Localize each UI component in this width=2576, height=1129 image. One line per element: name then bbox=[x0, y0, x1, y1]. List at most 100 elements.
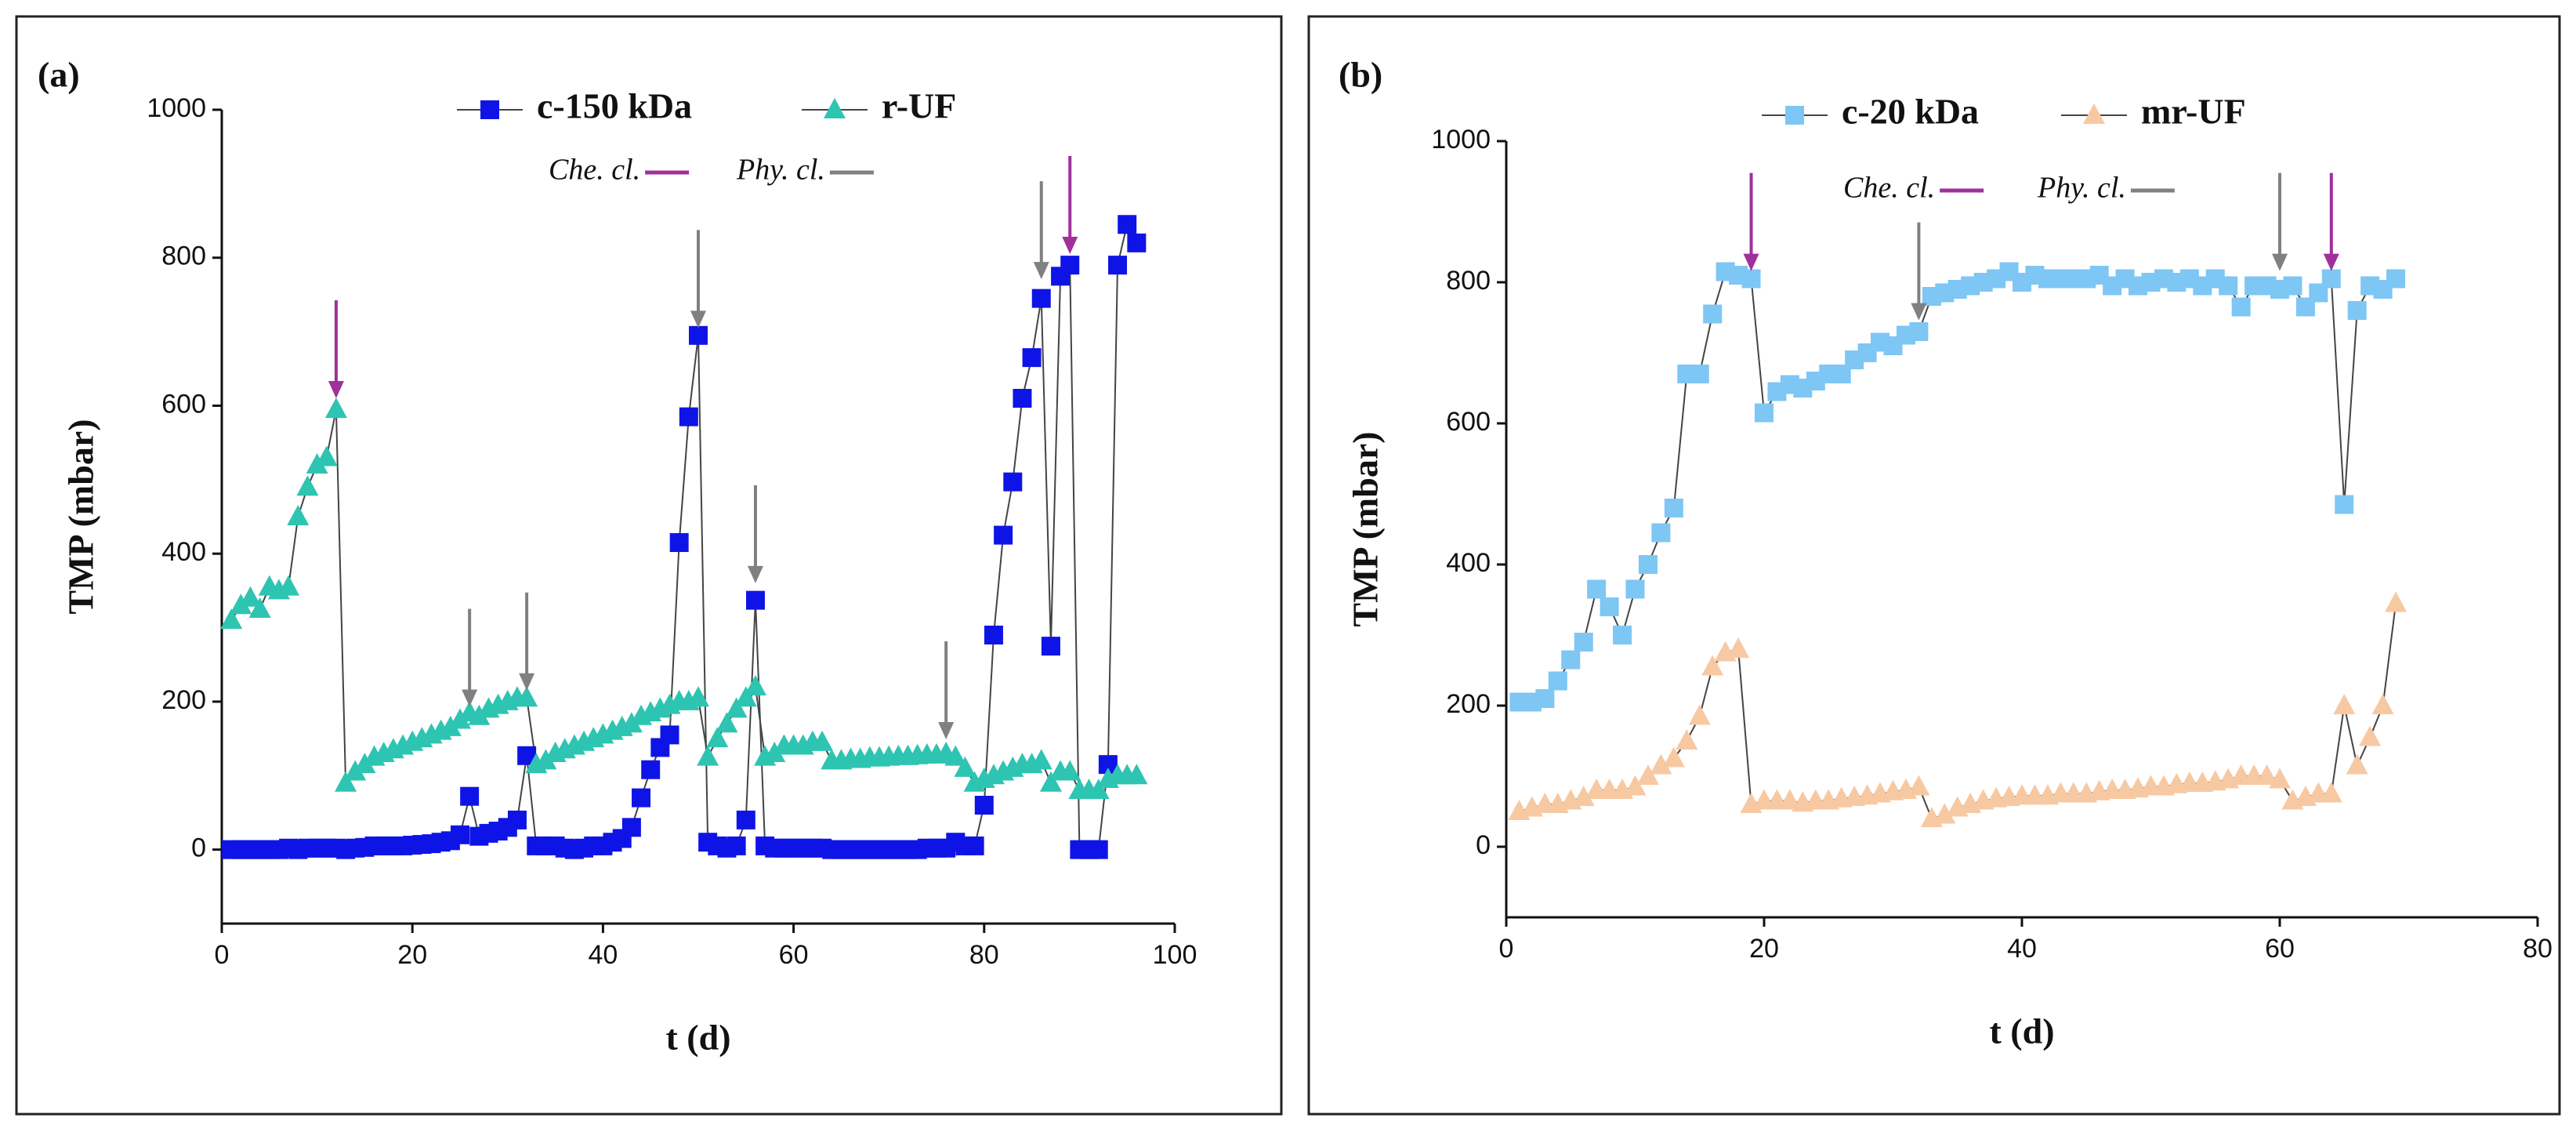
arrow-head bbox=[519, 673, 535, 691]
marker bbox=[2333, 694, 2356, 714]
marker bbox=[1933, 803, 1956, 824]
marker bbox=[689, 325, 708, 345]
cleaning-arrow bbox=[1911, 222, 1927, 321]
series-line bbox=[230, 408, 1137, 792]
arrow-head bbox=[328, 381, 344, 399]
marker bbox=[1785, 106, 1804, 125]
marker bbox=[1059, 760, 1081, 781]
marker bbox=[706, 727, 729, 748]
marker bbox=[1741, 269, 1761, 289]
panel: (b) 0 200 400 600 800 1000 0 20 40 60 80 t (d) TMP (m… bbox=[1307, 15, 2561, 1116]
marker bbox=[660, 725, 679, 745]
legend-label: mr-UF bbox=[2141, 92, 2246, 132]
annotation-label: Che. cl. bbox=[1843, 172, 1935, 205]
cleaning-arrow bbox=[2272, 172, 2288, 271]
marker bbox=[1600, 597, 1619, 616]
marker bbox=[620, 712, 643, 733]
marker bbox=[248, 597, 271, 618]
marker bbox=[1127, 233, 1147, 252]
marker bbox=[1013, 389, 1032, 408]
marker bbox=[974, 796, 994, 815]
marker bbox=[1548, 671, 1567, 691]
marker bbox=[716, 712, 738, 733]
marker bbox=[1574, 633, 1593, 652]
y-tick-label: 1000 bbox=[1431, 125, 1491, 154]
marker bbox=[697, 745, 719, 766]
marker bbox=[1089, 840, 1108, 859]
marker bbox=[1613, 626, 1632, 644]
marker bbox=[449, 708, 471, 729]
marker bbox=[480, 100, 499, 119]
x-tick-label: 40 bbox=[588, 940, 618, 970]
marker bbox=[1625, 579, 1645, 599]
cleaning-arrow bbox=[747, 485, 763, 583]
marker bbox=[1624, 775, 1647, 796]
marker bbox=[1041, 637, 1060, 656]
x-tick-label: 20 bbox=[397, 940, 427, 970]
annotation-label: Che. cl. bbox=[549, 154, 640, 187]
arrow-head bbox=[2323, 253, 2339, 271]
marker bbox=[965, 836, 984, 855]
panel-frame bbox=[15, 15, 1283, 1116]
marker bbox=[2320, 782, 2342, 803]
marker bbox=[726, 836, 746, 855]
marker bbox=[2386, 269, 2406, 289]
arrow-head bbox=[1911, 303, 1927, 321]
marker bbox=[1755, 403, 1773, 423]
marker bbox=[1561, 650, 1581, 670]
marker bbox=[984, 625, 1003, 644]
marker bbox=[1662, 746, 1685, 768]
cleaning-arrow bbox=[1743, 172, 1759, 271]
marker bbox=[734, 686, 757, 707]
marker bbox=[1125, 764, 1148, 785]
marker bbox=[287, 505, 310, 525]
x-axis-label: t (d) bbox=[665, 1018, 730, 1058]
marker bbox=[2359, 725, 2382, 746]
marker bbox=[230, 594, 252, 615]
y-tick-label: 400 bbox=[1446, 548, 1491, 578]
marker bbox=[745, 590, 765, 610]
cleaning-arrow bbox=[328, 300, 344, 399]
marker bbox=[353, 753, 376, 774]
marker bbox=[2269, 768, 2291, 789]
y-tick-label: 800 bbox=[161, 241, 206, 271]
marker bbox=[1039, 771, 1062, 792]
x-tick-label: 0 bbox=[215, 940, 230, 970]
x-tick-label: 0 bbox=[1499, 934, 1514, 964]
marker bbox=[1118, 215, 1137, 234]
cleaning-arrow bbox=[519, 592, 535, 691]
y-tick-label: 600 bbox=[1446, 407, 1491, 437]
legend-label: c-150 kDa bbox=[537, 86, 692, 126]
marker bbox=[2283, 276, 2302, 296]
y-tick-label: 0 bbox=[191, 833, 206, 863]
marker bbox=[1030, 749, 1053, 770]
marker bbox=[306, 452, 328, 474]
marker bbox=[669, 533, 689, 553]
marker bbox=[1535, 689, 1555, 708]
y-tick-label: 1000 bbox=[147, 93, 206, 123]
annotation-label: Phy. cl. bbox=[736, 154, 825, 187]
marker bbox=[2219, 276, 2238, 296]
marker bbox=[220, 608, 243, 630]
marker bbox=[1108, 256, 1128, 275]
marker bbox=[1690, 365, 1709, 383]
y-tick-label: 0 bbox=[1476, 830, 1491, 860]
x-tick-label: 100 bbox=[1153, 940, 1197, 970]
x-tick-label: 80 bbox=[2523, 934, 2552, 964]
marker bbox=[2231, 297, 2251, 317]
marker bbox=[811, 730, 834, 751]
marker bbox=[344, 760, 367, 781]
marker bbox=[744, 675, 766, 696]
x-tick-label: 60 bbox=[2265, 934, 2295, 964]
marker bbox=[994, 525, 1013, 545]
arrow-head bbox=[690, 310, 706, 329]
marker bbox=[687, 686, 709, 707]
marker bbox=[451, 825, 469, 844]
x-tick-label: 60 bbox=[779, 940, 809, 970]
panel-frame bbox=[1307, 15, 2561, 1116]
x-tick-label: 80 bbox=[969, 940, 999, 970]
marker bbox=[1060, 256, 1080, 275]
marker bbox=[1636, 764, 1659, 785]
marker bbox=[2321, 269, 2341, 289]
marker bbox=[277, 575, 300, 596]
